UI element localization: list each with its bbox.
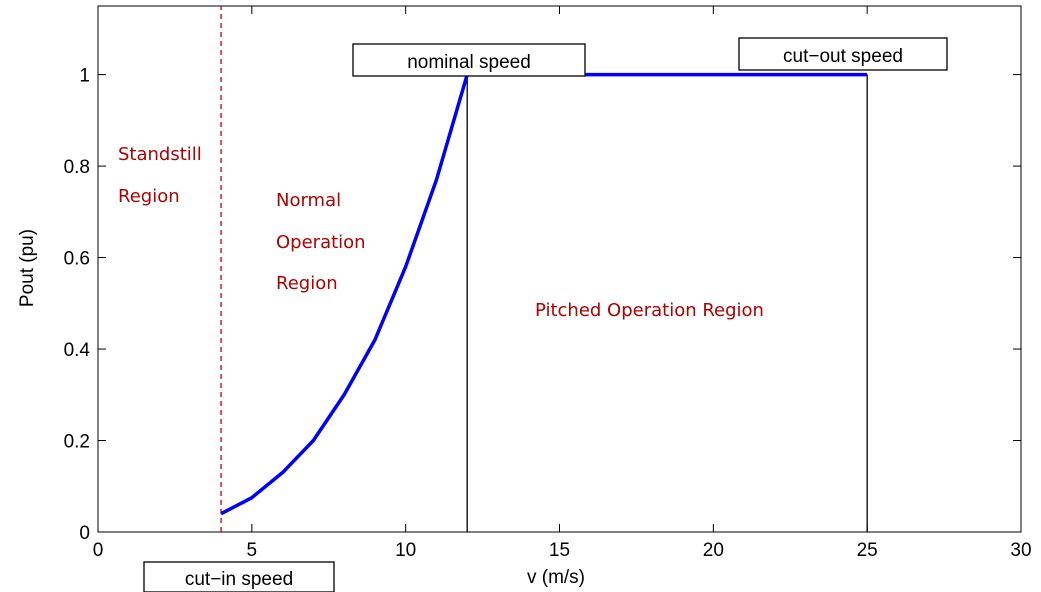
x-tick-label-5: 5 [247, 540, 258, 561]
y-tick-label-0.2: 0.2 [64, 432, 90, 453]
y-axis-label: Pout (pu) [17, 229, 38, 307]
normal-region-label-line-1: Normal [276, 190, 341, 211]
series-line-0 [220, 72, 868, 516]
x-tick-label-30: 30 [1010, 540, 1031, 561]
y-tick-label-1: 1 [79, 66, 90, 87]
normal-region-label-line-2: Operation [276, 232, 366, 253]
standstill-region-label-line-2: Region [118, 186, 180, 207]
x-axis-label: v (m/s) [527, 567, 585, 588]
nominal-speed-label: nominal speed [407, 52, 531, 73]
y-tick-label-0.4: 0.4 [64, 340, 91, 361]
cut-in-speed-label: cut−in speed [185, 569, 293, 590]
y-tick-label-0: 0 [79, 523, 90, 544]
x-tick-label-10: 10 [395, 540, 416, 561]
plot-frame [97, 5, 1022, 533]
cut-in-speed-box [143, 561, 335, 592]
y-tick-label-0.8: 0.8 [64, 157, 90, 178]
y-tick-label-0.6: 0.6 [64, 249, 90, 270]
x-tick-label-20: 20 [703, 540, 724, 561]
x-tick-label-15: 15 [549, 540, 570, 561]
x-tick-label-0: 0 [93, 540, 104, 561]
x-tick-label-25: 25 [857, 540, 878, 561]
cut-out-speed-box [738, 37, 948, 71]
standstill-region-label-line-1: Standstill [118, 144, 202, 165]
plot-area: 0 5 10 15 20 25 30 0 0.2 0.4 0.6 0.8 1 [64, 5, 1032, 561]
cut-out-speed-label: cut−out speed [783, 46, 903, 67]
normal-region-label-line-3: Region [276, 273, 338, 294]
pitched-region-label: Pitched Operation Region [535, 300, 764, 321]
nominal-speed-box [352, 43, 586, 77]
